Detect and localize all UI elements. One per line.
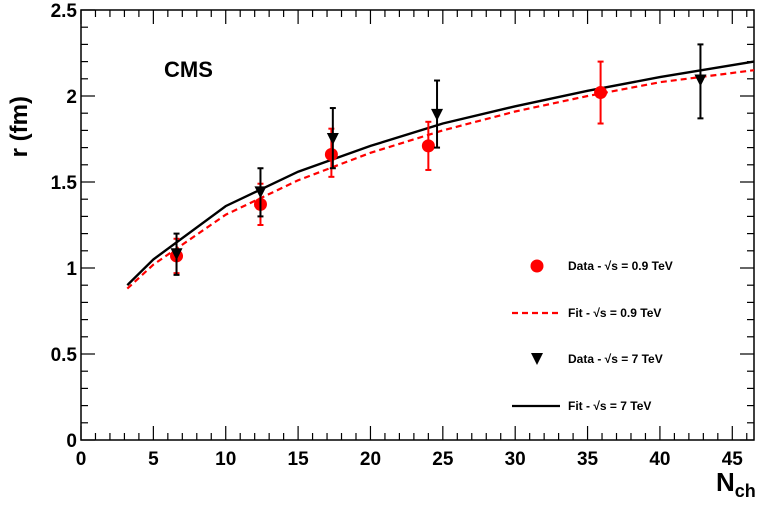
triangle-marker: [531, 353, 543, 365]
triangle-marker: [431, 108, 444, 121]
x-axis-title-main: N: [716, 467, 735, 497]
x-tick-label: 10: [215, 449, 236, 470]
legend: Data - √s = 0.9 TeV Fit - √s = 0.9 TeV Dat…: [512, 259, 673, 413]
experiment-label: CMS: [164, 57, 213, 82]
fit-line: [126, 69, 755, 290]
x-tick-label: 45: [722, 449, 744, 470]
data-points: [170, 43, 707, 276]
triangle-marker: [254, 186, 267, 199]
x-axis-title: Nch: [716, 467, 756, 501]
x-axis-title-subscript: ch: [735, 481, 756, 501]
fit-lines: [126, 60, 755, 290]
y-axis-ticks: 0 0.5 1 1.5 2 2.5: [51, 1, 754, 452]
circle-marker: [594, 86, 608, 100]
circle-marker: [530, 259, 544, 273]
y-tick-label: 0: [66, 431, 77, 452]
legend-label: Data - √s = 7 TeV: [568, 352, 663, 366]
x-tick-label: 40: [649, 449, 670, 470]
legend-label: Fit - √s = 0.9 TeV: [568, 306, 661, 320]
y-tick-label: 1: [66, 259, 77, 280]
x-axis-ticks: 0 5 10 15 20 25 30 35 40 45: [76, 10, 748, 470]
circle-marker: [421, 139, 435, 153]
x-tick-label: 25: [432, 449, 454, 470]
fit-line: [126, 60, 755, 287]
plot-frame: [80, 9, 755, 441]
legend-label: Fit - √s = 7 TeV: [568, 399, 651, 413]
y-axis-title: r (fm): [6, 96, 33, 157]
plot-border: [80, 9, 755, 441]
x-tick-label: 20: [360, 449, 381, 470]
x-tick-label: 35: [577, 449, 599, 470]
triangle-marker: [170, 248, 183, 261]
y-tick-label: 0.5: [51, 345, 78, 366]
y-tick-label: 2: [66, 87, 77, 108]
triangle-marker: [694, 74, 707, 87]
x-tick-label: 0: [76, 449, 87, 470]
circle-marker: [324, 147, 338, 161]
y-tick-label: 2.5: [51, 1, 78, 22]
y-tick-label: 1.5: [51, 173, 78, 194]
x-tick-label: 30: [505, 449, 526, 470]
x-tick-label: 15: [288, 449, 310, 470]
triangle-marker: [326, 133, 339, 145]
legend-label: Data - √s = 0.9 TeV: [568, 259, 673, 273]
x-tick-label: 5: [148, 449, 159, 470]
